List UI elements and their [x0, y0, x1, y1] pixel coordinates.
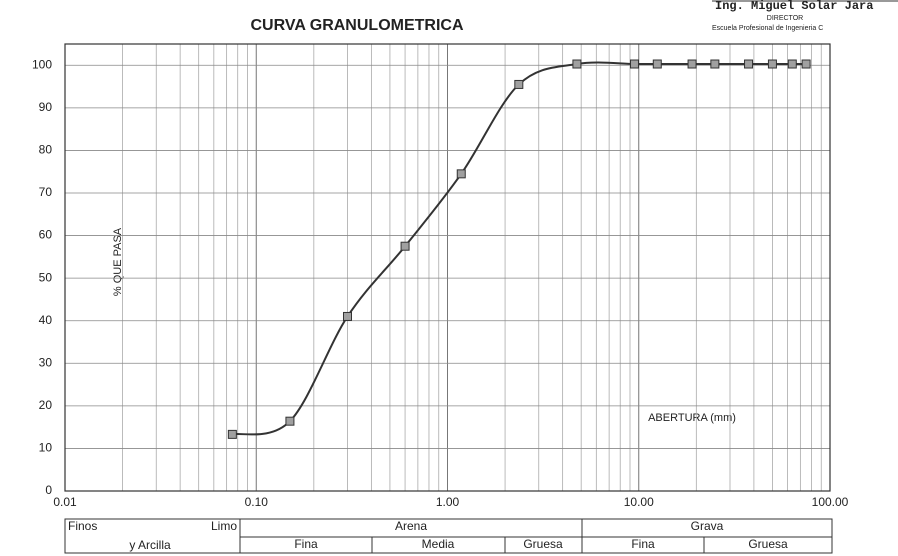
stamp-role: DIRECTOR [767, 15, 803, 22]
x-tick-label: 10.00 [624, 495, 654, 509]
table-text: y Arcilla [129, 538, 171, 552]
marker [342, 311, 352, 321]
marker [687, 59, 697, 69]
x-tick-label: 0.01 [53, 495, 77, 509]
annotation: ABERTURA (mm) [648, 412, 736, 424]
soil-table: Finos Limo y Arcilla Arena Grava Fina Me… [64, 518, 833, 554]
table-text: Limo [211, 519, 237, 533]
table-text: Grava [691, 519, 724, 533]
table-text: Media [422, 537, 455, 551]
y-tick-label: 70 [39, 185, 53, 199]
chart-title: CURVA GRANULOMETRICA [250, 17, 463, 34]
stamp-name: Ing. Miguel Solar Jara [715, 0, 873, 13]
table-text: Gruesa [748, 537, 788, 551]
y-tick-label: 90 [39, 100, 53, 114]
table-text: Fina [294, 537, 318, 551]
marker [572, 59, 582, 69]
marker [652, 59, 662, 69]
table-text: Arena [395, 519, 427, 533]
marker [285, 416, 295, 426]
marker [710, 59, 720, 69]
marker [400, 241, 410, 251]
marker [744, 59, 754, 69]
y-tick-label: 50 [39, 270, 53, 284]
y-tick-label: 20 [39, 398, 53, 412]
marker [787, 59, 797, 69]
table-frame [64, 518, 833, 554]
y-tick-label: 10 [39, 441, 53, 455]
x-tick-label: 0.10 [245, 495, 269, 509]
y-tick-label: 40 [39, 313, 53, 327]
marker [801, 59, 811, 69]
y-tick-label: 0 [45, 483, 52, 497]
x-tick-label: 1.00 [436, 495, 460, 509]
stamp-school: Escuela Profesional de Ingenieria C [712, 25, 823, 32]
plot-frame [64, 43, 831, 492]
y-tick-label: 80 [39, 143, 53, 157]
marker [629, 59, 639, 69]
marker [456, 169, 466, 179]
x-tick-label: 100.00 [812, 495, 849, 509]
curve [232, 61, 807, 436]
y-tick-label: 60 [39, 228, 53, 242]
table-text: Fina [631, 537, 655, 551]
marker [767, 59, 777, 69]
y-tick-label: 100 [32, 57, 52, 71]
table-text: Finos [68, 519, 97, 533]
marker [227, 429, 237, 439]
marker [514, 79, 524, 89]
y-tick-label: 30 [39, 355, 53, 369]
table-text: Gruesa [523, 537, 563, 551]
y-axis-label: % QUE PASA [112, 227, 124, 296]
